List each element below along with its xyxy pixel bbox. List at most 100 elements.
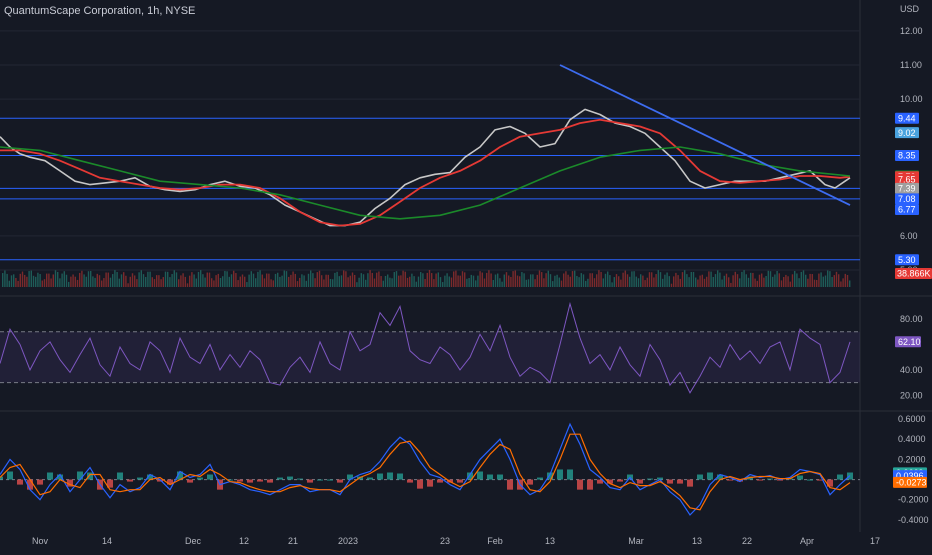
macd-histogram-bar: [277, 477, 283, 480]
volume-label: 38.866K: [897, 269, 931, 279]
macd-axis-tick: -0.2000: [898, 495, 929, 505]
volume-bar: [543, 278, 545, 287]
volume-bar: [156, 275, 158, 287]
volume-bar: [202, 274, 204, 287]
volume-bar: [281, 275, 283, 287]
volume-bar: [442, 282, 444, 287]
volume-bar: [664, 274, 666, 287]
volume-bar: [587, 278, 589, 287]
volume-bar: [376, 272, 378, 287]
macd-histogram-bar: [287, 476, 293, 480]
macd-histogram-bar: [677, 479, 683, 484]
macd-value-label: 0.0396: [896, 471, 924, 481]
volume-bar: [129, 276, 131, 287]
macd-histogram-bar: [697, 474, 703, 480]
volume-bar: [433, 279, 435, 287]
volume-bar: [321, 275, 323, 287]
volume-bar: [521, 272, 523, 287]
volume-bar: [483, 278, 486, 287]
volume-bar: [349, 275, 351, 287]
price-label-box: [895, 112, 919, 124]
volume-bar: [677, 275, 679, 287]
volume-bar: [266, 273, 268, 287]
volume-bar: [292, 271, 294, 287]
volume-bar: [659, 272, 662, 287]
time-axis-tick: Mar: [628, 536, 644, 546]
volume-bar: [626, 274, 629, 287]
volume-bar: [233, 270, 235, 287]
volume-bar: [437, 272, 439, 287]
volume-bar: [739, 278, 741, 287]
volume-bar: [835, 271, 838, 287]
volume-bar: [838, 274, 840, 287]
volume-bar: [582, 274, 585, 287]
volume-bar: [651, 272, 653, 287]
macd-histogram-bar: [617, 479, 623, 482]
macd-histogram-bar: [407, 479, 413, 483]
macd-histogram-bar: [547, 472, 553, 480]
volume-bar: [488, 270, 490, 287]
macd-histogram-bar: [147, 474, 153, 480]
volume-bar: [556, 274, 558, 287]
price-label: 8.35: [898, 151, 916, 161]
volume-bar: [501, 281, 503, 287]
volume-bar: [684, 270, 686, 287]
volume-bar: [772, 276, 774, 287]
volume-bar: [589, 273, 591, 287]
time-axis-tick: Nov: [32, 536, 49, 546]
rsi-band-fill: [0, 331, 860, 383]
volume-bar: [246, 282, 248, 287]
macd-histogram-bar: [17, 479, 23, 485]
volume-bar: [303, 275, 305, 287]
volume-bar: [215, 275, 217, 287]
volume-bar: [402, 270, 404, 287]
volume-bar: [167, 271, 169, 287]
volume-bar: [457, 275, 459, 287]
volume-bar: [706, 276, 708, 287]
price-label: 7.08: [898, 194, 916, 204]
price-label: 7.39: [898, 184, 916, 194]
volume-bar: [431, 273, 433, 287]
price-label-box: [895, 193, 919, 205]
volume-bar: [109, 277, 112, 287]
volume-bar: [516, 275, 519, 287]
volume-bar: [450, 277, 453, 287]
volume-bar: [668, 276, 670, 287]
macd-histogram-bar: [327, 479, 333, 481]
price-label-box: [895, 182, 919, 194]
volume-bar: [818, 273, 820, 287]
macd-histogram-bar: [197, 477, 203, 480]
volume-bar: [197, 271, 200, 287]
volume-bar: [701, 274, 703, 287]
macd-histogram-bar: [647, 478, 653, 480]
volume-bar: [290, 274, 292, 287]
time-axis-tick: Dec: [185, 536, 202, 546]
macd-histogram-bar: [397, 473, 403, 480]
macd-axis-tick: 0.4000: [898, 434, 926, 444]
volume-bar: [789, 281, 791, 287]
volume-bar: [824, 275, 827, 287]
volume-bar: [752, 272, 754, 287]
volume-bar: [351, 272, 354, 287]
volume-bar: [844, 273, 846, 287]
chart-title: QuantumScape Corporation, 1h, NYSE: [4, 5, 196, 17]
volume-bar: [28, 271, 30, 287]
volume-bar: [237, 280, 239, 287]
volume-bar: [211, 278, 213, 287]
volume-bar: [820, 272, 822, 287]
volume-bar: [679, 278, 681, 287]
volume-bar: [35, 276, 37, 287]
macd-axis-tick: 0.6000: [898, 414, 926, 424]
volume-bar: [725, 273, 728, 287]
time-axis-tick: 13: [692, 536, 702, 546]
volume-bar: [391, 278, 393, 287]
volume-bar: [59, 278, 61, 287]
volume-bar: [171, 274, 173, 287]
volume-bar: [629, 276, 631, 287]
volume-bar: [404, 271, 406, 287]
volume-bar: [310, 270, 312, 287]
volume-bar: [783, 277, 785, 287]
signal-line: [0, 433, 851, 511]
